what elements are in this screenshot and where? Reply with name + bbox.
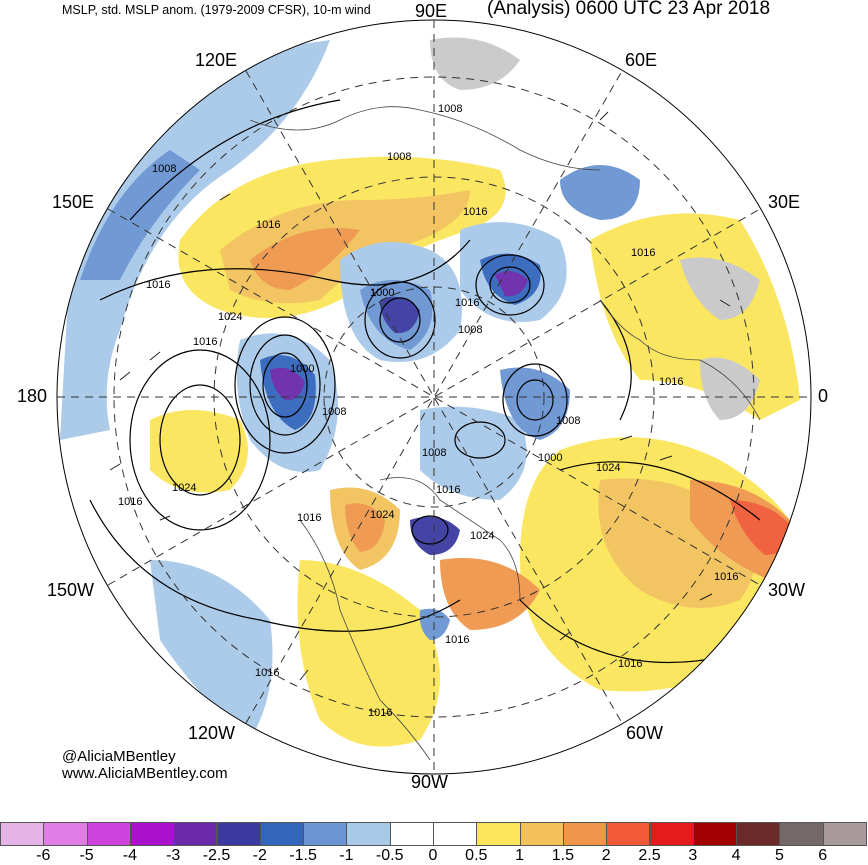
isobar-label: 1000	[538, 452, 562, 464]
isobar-label: 1016	[463, 206, 487, 218]
colorbar-swatch	[692, 822, 738, 846]
lon-label-150w: 150W	[47, 580, 95, 600]
wind-barbs	[109, 111, 731, 681]
lon-label-120e: 120E	[195, 50, 238, 70]
isobar-label: 1000	[290, 363, 314, 375]
colorbar-swatch	[346, 822, 391, 846]
credit-website: www.AliciaMBentley.com	[62, 765, 228, 782]
colorbar-swatch	[476, 822, 521, 846]
colorbar-label: 5	[774, 847, 784, 864]
colorbar-label: 2	[601, 847, 611, 864]
colorbar-label: -2.5	[202, 847, 231, 864]
colorbar-swatch	[779, 822, 824, 846]
coastlines	[249, 106, 761, 761]
isobar-label: 1000	[370, 287, 394, 299]
colorbar-swatch	[389, 822, 434, 846]
colorbar-label: 6	[818, 847, 828, 864]
polar-map: 1008 1008 1008 1016 1016 1024 1016 1000 …	[56, 19, 812, 775]
colorbar-swatch	[562, 822, 608, 846]
isobar-label: 1016	[118, 496, 142, 508]
colorbar-label: -1	[339, 847, 354, 864]
colorbar-label: 3	[688, 847, 698, 864]
colorbar-swatch	[736, 822, 781, 846]
graticule	[56, 19, 812, 775]
lon-label-90e: 90E	[415, 1, 448, 21]
colorbar-label: 0	[428, 847, 438, 864]
isobar-label: 1008	[152, 163, 176, 175]
lon-label-60w: 60W	[626, 723, 664, 743]
lon-label-30w: 30W	[768, 580, 806, 600]
colorbar-label: -6	[36, 847, 51, 864]
lon-label-0: 0	[818, 386, 829, 406]
colorbar-label: -0.5	[375, 847, 404, 864]
isobar-label: 1008	[322, 406, 346, 418]
lon-label-90w: 90W	[411, 772, 449, 792]
colorbar-swatch	[606, 822, 651, 846]
colorbar-swatch	[259, 822, 305, 846]
isobar-label: 1024	[596, 462, 620, 474]
colorbar-label: 4	[731, 847, 741, 864]
colorbar-label: -2	[252, 847, 267, 864]
colorbar-label: -3	[166, 847, 181, 864]
isobar-label: 1016	[659, 376, 683, 388]
credit-handle: @AliciaMBentley	[62, 748, 176, 765]
colorbar-swatch	[649, 822, 694, 846]
isobar-label: 1008	[556, 415, 580, 427]
colorbar-label: 1	[515, 847, 525, 864]
isobar-label: 1024	[470, 530, 494, 542]
colorbar-label: -4	[122, 847, 137, 864]
colorbar-swatch	[303, 822, 348, 846]
colorbar-label: 0.5	[465, 847, 488, 864]
chart-title-right: (Analysis) 0600 UTC 23 Apr 2018	[487, 0, 771, 19]
colorbar-swatch	[519, 822, 564, 846]
colorbar-swatch	[0, 822, 45, 846]
isobar-label: 1008	[438, 103, 462, 115]
colorbar-swatch	[173, 822, 218, 846]
isobar-labels: 1008 1008 1008 1016 1016 1024 1016 1000 …	[118, 103, 738, 719]
colorbar-label: -1.5	[289, 847, 317, 864]
colorbar-swatch	[129, 822, 175, 846]
isobar-label: 1016	[368, 707, 392, 719]
isobar-label: 1016	[146, 279, 170, 291]
isobar-label: 1016	[256, 219, 280, 231]
isobar-label: 1008	[422, 447, 446, 459]
lon-label-60e: 60E	[625, 50, 658, 70]
isobar-label: 1024	[218, 311, 242, 323]
isobar-label: 1016	[193, 336, 217, 348]
colorbar-swatch	[822, 822, 867, 846]
isobar-label: 1016	[618, 658, 642, 670]
isobar-label: 1016	[445, 634, 469, 646]
isobar-label: 1016	[436, 484, 460, 496]
isobar-label: 1016	[631, 247, 655, 259]
lon-label-120w: 120W	[188, 723, 236, 743]
isobar-label: 1008	[387, 151, 411, 163]
colorbar-swatch	[86, 822, 131, 846]
map-disk	[57, 20, 811, 774]
colorbar-label: -5	[79, 847, 94, 864]
isobar-label: 1016	[297, 512, 321, 524]
isobar-label: 1024	[370, 509, 394, 521]
colorbar-swatch	[216, 822, 261, 846]
colorbar-label: 2.5	[638, 847, 661, 864]
colorbar: -6 -5 -4 -3 -2.5 -2 -1.5 -1 -0.5 0 0.5 1 1.5 2 2.5 3 4 5 6	[0, 822, 868, 865]
isobar-label: 1016	[455, 297, 479, 309]
colorbar-swatch	[43, 822, 88, 846]
colorbar-swatch	[433, 822, 478, 846]
isobar-label: 1008	[458, 324, 482, 336]
isobar-label: 1024	[172, 482, 196, 494]
isobar-label: 1016	[714, 571, 738, 583]
isobar-label: 1016	[255, 667, 279, 679]
lon-label-180: 180	[17, 386, 48, 406]
chart-title-left: MSLP, std. MSLP anom. (1979-2009 CFSR), …	[62, 3, 371, 17]
lon-label-30e: 30E	[768, 192, 801, 212]
colorbar-label: 1.5	[551, 847, 575, 864]
lon-label-150e: 150E	[52, 192, 95, 212]
